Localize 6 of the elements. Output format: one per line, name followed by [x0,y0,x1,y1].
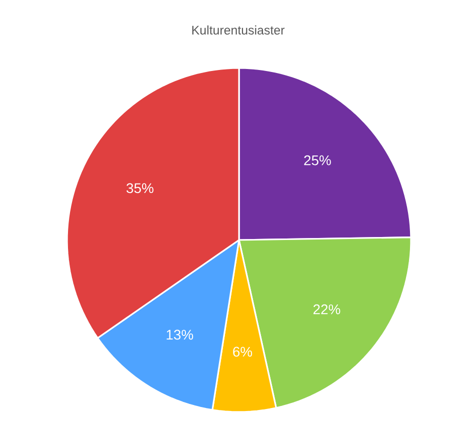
data-label: 25% [304,155,331,166]
data-label: 22% [313,304,340,314]
data-label: 13% [166,330,194,340]
data-label: 35% [126,183,154,194]
data-label: 6% [233,346,252,357]
chart-title: Kulturentusiaster [192,25,285,35]
